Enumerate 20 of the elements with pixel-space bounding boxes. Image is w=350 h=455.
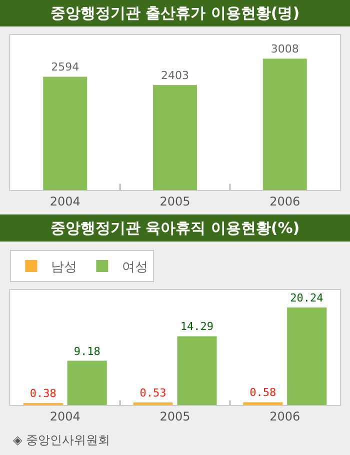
- data-label: 0.58: [250, 386, 276, 400]
- legend-label: 남성: [51, 260, 78, 276]
- data-label: 0.53: [140, 386, 166, 400]
- chart-title: 중앙행정기관 육아휴직 이용현황(%): [50, 219, 300, 237]
- data-label: 2594: [51, 60, 80, 74]
- data-label: 2403: [161, 69, 189, 82]
- x-tick-label: 2005: [160, 409, 190, 424]
- text: ◈ 중앙인사위원회: [13, 433, 110, 447]
- x-tick-label: 2006: [270, 409, 300, 424]
- data-label: 0.38: [30, 387, 56, 400]
- data-label: 14.29: [180, 320, 214, 334]
- legend-label: 여성: [122, 260, 148, 276]
- x-tick-label: 2004: [50, 194, 80, 208]
- chart-title: 중앙행정기관 출산휴가 이용현황(명): [50, 4, 300, 22]
- x-tick-label: 2006: [270, 194, 300, 208]
- data-label: 3008: [270, 42, 299, 56]
- data-label: 9.18: [74, 344, 100, 358]
- x-tick-label: 2004: [50, 409, 80, 424]
- data-label: 20.24: [290, 292, 324, 305]
- x-tick-label: 2005: [160, 194, 190, 208]
